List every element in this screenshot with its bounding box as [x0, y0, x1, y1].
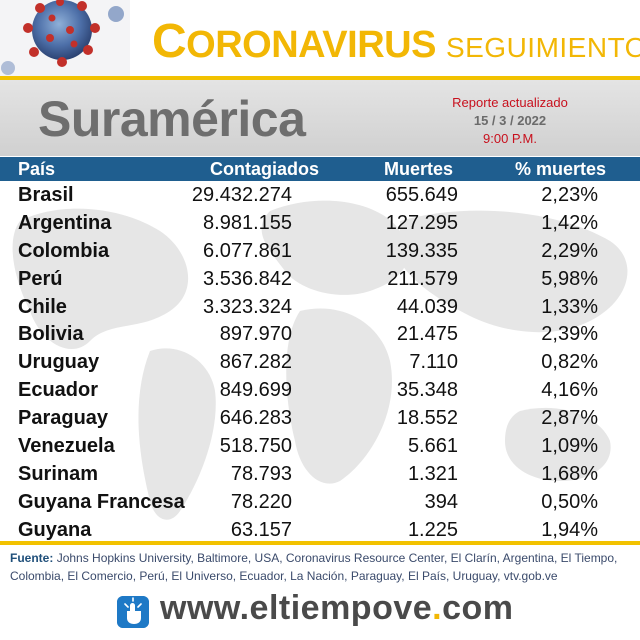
deaths-cell: 211.579	[387, 267, 458, 290]
cases-cell: 3.323.324	[203, 295, 292, 318]
deaths-cell: 7.110	[409, 351, 458, 374]
virus-icon	[0, 0, 130, 80]
region-band	[0, 80, 640, 156]
deaths-cell: 5.661	[407, 435, 458, 458]
deaths-cell: 127.295	[385, 211, 458, 234]
table-row: Guyana 63.157 1.225 1,94%	[0, 516, 640, 544]
table-row: Surinam 78.793 1.321 1,68%	[0, 460, 640, 488]
country-cell: Perú	[18, 267, 63, 290]
cases-cell: 8.981.155	[203, 211, 292, 234]
table-row: Ecuador 849.699 35.348 4,16%	[0, 376, 640, 404]
country-cell: Argentina	[18, 211, 112, 234]
deaths-cell: 394	[424, 490, 458, 513]
pct-cell: 1,68%	[541, 462, 598, 485]
country-cell: Chile	[18, 295, 67, 318]
pct-cell: 1,42%	[541, 211, 598, 234]
pct-cell: 1,33%	[541, 295, 598, 318]
report-label: Reporte actualizado	[452, 95, 568, 110]
brand-sub: SEGUIMIENTO	[445, 32, 640, 63]
source-text: Johns Hopkins University, Baltimore, USA…	[10, 551, 618, 583]
report-time: 9:00 P.M.	[483, 131, 537, 146]
header-divider	[0, 76, 640, 80]
deaths-cell: 18.552	[396, 407, 458, 430]
country-cell: Brasil	[18, 184, 74, 206]
country-cell: Bolivia	[18, 323, 84, 346]
country-cell: Guyana Francesa	[18, 490, 185, 513]
pct-cell: 1,94%	[541, 518, 598, 541]
cases-cell: 518.750	[219, 435, 292, 458]
table-row: Venezuela 518.750 5.661 1,09%	[0, 432, 640, 460]
brand-initial: C	[152, 15, 187, 68]
deaths-cell: 44.039	[396, 295, 458, 318]
cases-cell: 78.220	[230, 490, 292, 513]
pct-cell: 2,87%	[541, 407, 598, 430]
col-cases: Contagiados	[210, 159, 320, 179]
table-row: Guyana Francesa 78.220 394 0,50%	[0, 488, 640, 516]
country-cell: Surinam	[18, 462, 99, 485]
country-cell: Venezuela	[18, 435, 115, 458]
country-cell: Paraguay	[18, 407, 109, 430]
brand-title: CORONAVIRUS SEGUIMIENTO	[152, 14, 640, 68]
country-cell: Ecuador	[18, 379, 99, 402]
deaths-cell: 21.475	[396, 323, 458, 346]
cases-cell: 78.793	[230, 462, 292, 485]
pct-cell: 0,50%	[541, 490, 598, 513]
cases-cell: 63.157	[230, 518, 292, 541]
source-note: Fuente: Johns Hopkins University, Baltim…	[10, 549, 630, 585]
table-row: Argentina 8.981.155 127.295 1,42%	[0, 209, 640, 237]
report-date: 15 / 3 / 2022	[473, 113, 547, 128]
cases-cell: 646.283	[219, 407, 292, 430]
deaths-cell: 139.335	[385, 239, 458, 262]
pct-cell: 1,09%	[541, 435, 598, 458]
table-row: Brasil 29.432.274 655.649 2,23%	[0, 181, 640, 209]
table-row: Colombia 6.077.861 139.335 2,29%	[0, 237, 640, 265]
table-row: Uruguay 867.282 7.110 0,82%	[0, 348, 640, 376]
cases-cell: 897.970	[219, 323, 292, 346]
cases-cell: 3.536.842	[203, 267, 292, 290]
country-cell: Guyana	[18, 518, 92, 541]
site-name: eltiempove	[249, 589, 433, 627]
cases-cell: 849.699	[219, 379, 292, 402]
country-cell: Uruguay	[18, 351, 100, 374]
pct-cell: 4,16%	[541, 379, 598, 402]
cases-cell: 867.282	[219, 351, 292, 374]
cases-cell: 29.432.274	[191, 184, 292, 206]
pct-cell: 2,23%	[541, 184, 598, 206]
site-suffix: com	[442, 589, 514, 627]
table-row: Bolivia 897.970 21.475 2,39%	[0, 320, 640, 348]
header: CORONAVIRUS SEGUIMIENTO	[0, 0, 640, 80]
col-deaths: Muertes	[384, 159, 454, 179]
pct-cell: 2,39%	[541, 323, 598, 346]
pct-cell: 0,82%	[541, 351, 598, 374]
site-dot: .	[432, 589, 443, 627]
source-label: Fuente:	[10, 551, 54, 565]
table-row: Paraguay 646.283 18.552 2,87%	[0, 404, 640, 432]
site-url[interactable]: www.eltiempove.com	[160, 589, 514, 628]
deaths-cell: 1.225	[407, 518, 458, 541]
deaths-cell: 655.649	[385, 184, 458, 206]
report-info: Reporte actualizado 15 / 3 / 2022 9:00 P…	[430, 94, 590, 148]
cases-cell: 6.077.861	[203, 239, 292, 262]
deaths-cell: 1.321	[407, 462, 458, 485]
world-map-icon	[12, 200, 628, 520]
table-body: Brasil 29.432.274 655.649 2,23% Argentina 8.9…	[0, 181, 640, 544]
region-title: Suramérica	[38, 91, 306, 147]
touch-hand-icon	[117, 596, 149, 628]
col-country: País	[18, 159, 56, 179]
pct-cell: 5,98%	[541, 267, 598, 290]
col-pct: % muertes	[515, 159, 607, 179]
brand-main: ORONAVIRUS	[186, 24, 436, 66]
site-prefix: www.	[160, 589, 250, 627]
pct-cell: 2,29%	[541, 239, 598, 262]
footer-divider	[0, 541, 640, 545]
deaths-cell: 35.348	[396, 379, 458, 402]
table-header: País Contagiados Muertes % muertes	[0, 157, 640, 181]
table-row: Chile 3.323.324 44.039 1,33%	[0, 293, 640, 321]
table-row: Perú 3.536.842 211.579 5,98%	[0, 265, 640, 293]
country-cell: Colombia	[18, 239, 110, 262]
